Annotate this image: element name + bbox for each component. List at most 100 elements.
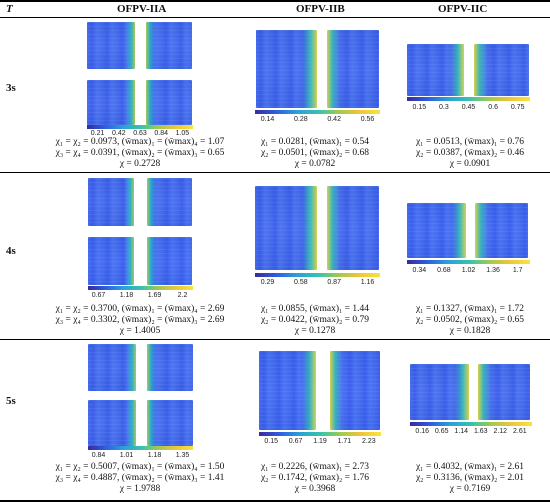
colorbar-tick: 0.42 — [327, 116, 341, 123]
colorbar-tick: 0.84 — [91, 452, 106, 459]
eq-5s-c-1: χ₁ = 0.4032, (w̄max)₁ = 2.61 — [415, 462, 525, 472]
eq-5s-c-2: χ₂ = 0.3136, (w̄max)₂ = 2.01 — [415, 473, 525, 483]
eq-3s-b-1: χ₁ = 0.0281, (w̄max)₁ = 0.54 — [260, 137, 370, 147]
ticks-4s-b: 0.29 0.58 0.87 1.16 — [255, 279, 380, 288]
eq-4s-b-3: χ = 0.1278 — [294, 326, 336, 336]
colorbar-tick: 1.05 — [175, 130, 190, 137]
colorbar-tick: 1.02 — [461, 267, 476, 274]
ticks-3s-c: 0.15 0.3 0.45 0.6 0.75 — [407, 104, 530, 113]
eq-3s-a-2: χ₃ = χ₄ = 0.0391, (w̄max)₂ = (w̄max)₃ = … — [55, 148, 225, 158]
row-label-5s: 5s — [6, 395, 16, 407]
ticks-3s-b: 0.14 0.28 0.42 0.56 — [255, 116, 380, 125]
colorbar-tick: 0.34 — [412, 267, 427, 274]
eq-5s-b-3: χ = 0.3968 — [294, 484, 336, 494]
ticks-5s-c: 0.16 0.65 1.14 1.63 2.12 2.61 — [410, 428, 532, 437]
ticks-5s-b: 0.15 0.67 1.19 1.71 2.23 — [259, 438, 381, 447]
colorbar-3s-c — [407, 97, 530, 101]
eq-3s-c-1: χ₁ = 0.0513, (w̄max)₁ = 0.76 — [415, 137, 525, 147]
ticks-4s-a: 0.67 1.18 1.69 2.2 — [88, 292, 193, 301]
colorbar-tick: 0.67 — [288, 438, 303, 445]
colorbar-tick: 0.29 — [260, 279, 275, 286]
colorbar-4s-b — [255, 273, 380, 277]
colorbar-tick: 0.58 — [294, 279, 308, 286]
colorbar-tick: 0.63 — [133, 130, 147, 137]
colorbar-tick: 0.42 — [111, 130, 126, 137]
contour-4s-c-1 — [407, 203, 466, 258]
contour-4s-a-2 — [147, 178, 192, 226]
eq-5s-c-3: χ = 0.7169 — [449, 484, 491, 494]
colorbar-tick: 0.28 — [294, 116, 308, 123]
colorbar-tick: 0.15 — [412, 104, 427, 111]
colorbar-tick: 0.3 — [439, 104, 449, 111]
eq-3s-b-3: χ = 0.0782 — [294, 159, 336, 169]
contour-3s-b-1 — [256, 30, 317, 108]
colorbar-5s-c — [410, 422, 532, 426]
eq-4s-c-2: χ₂ = 0.0502, (w̄max)₂ = 0.65 — [415, 315, 525, 325]
header-t: T — [6, 3, 13, 15]
eq-5s-a-1: χ₁ = χ₂ = 0.5007, (w̄max)₁ = (w̄max)₄ = … — [55, 462, 225, 472]
ticks-5s-a: 0.84 1.01 1.18 1.35 — [88, 452, 193, 461]
colorbar-tick: 0.87 — [327, 279, 341, 286]
eq-4s-b-1: χ₁ = 0.0855, (w̄max)₁ = 1.44 — [260, 304, 370, 314]
ticks-3s-a: 0.21 0.42 0.63 0.84 1.05 — [87, 130, 193, 139]
contour-5s-b-2 — [330, 351, 380, 430]
colorbar-5s-b — [259, 432, 381, 436]
contour-5s-a-1 — [88, 344, 136, 391]
colorbar-4s-c — [407, 260, 530, 264]
colorbar-tick: 2.2 — [177, 292, 188, 299]
header-col-a: OFPV-IIA — [117, 3, 167, 15]
eq-5s-a-3: χ = 1.9788 — [119, 484, 161, 494]
contour-4s-a-1 — [88, 178, 134, 226]
contour-3s-b-2 — [327, 30, 379, 108]
contour-4s-a-3 — [88, 237, 134, 285]
contour-4s-a-4 — [147, 237, 192, 285]
colorbar-tick: 1.35 — [175, 452, 190, 459]
row-label-4s: 4s — [6, 245, 16, 257]
contour-3s-a-2 — [146, 22, 192, 69]
contour-4s-b-1 — [255, 186, 317, 270]
colorbar-tick: 0.21 — [90, 130, 105, 137]
row-rule-1 — [0, 172, 550, 173]
colorbar-3s-b — [255, 110, 380, 114]
colorbar-tick: 2.12 — [493, 428, 508, 435]
eq-4s-a-1: χ₁ = χ₂ = 0.3700, (w̄max)₁ = (w̄max)₄ = … — [55, 304, 225, 314]
colorbar-tick: 0.68 — [437, 267, 451, 274]
colorbar-tick: 1.63 — [473, 428, 488, 435]
eq-4s-a-2: χ₃ = χ₄ = 0.3302, (w̄max)₂ = (w̄max)₃ = … — [55, 315, 225, 325]
eq-5s-b-2: χ₂ = 0.1742, (w̄max)₂ = 1.76 — [260, 473, 370, 483]
colorbar-tick: 1.18 — [147, 452, 162, 459]
row-rule-2 — [0, 339, 550, 340]
top-rule — [0, 0, 550, 2]
colorbar-tick: 0.84 — [154, 130, 168, 137]
contour-5s-a-4 — [147, 400, 193, 446]
eq-4s-c-3: χ = 0.1828 — [449, 326, 491, 336]
eq-3s-c-2: χ₂ = 0.0387, (w̄max)₂ = 0.46 — [415, 148, 525, 158]
colorbar-4s-a — [88, 286, 193, 290]
colorbar-tick: 2.61 — [512, 428, 527, 435]
colorbar-tick: 1.16 — [360, 279, 375, 286]
header-col-b: OFPV-IIB — [296, 3, 345, 15]
colorbar-tick: 0.15 — [264, 438, 278, 445]
colorbar-tick: 1.19 — [313, 438, 327, 445]
colorbar-tick: 1.69 — [147, 292, 162, 299]
colorbar-tick: 0.67 — [91, 292, 106, 299]
contour-3s-a-3 — [87, 80, 135, 125]
contour-5s-c-1 — [410, 364, 469, 420]
colorbar-tick: 0.16 — [415, 428, 429, 435]
colorbar-tick: 0.14 — [260, 116, 275, 123]
colorbar-tick: 0.45 — [461, 104, 476, 111]
contour-3s-a-4 — [146, 80, 192, 125]
colorbar-tick: 0.6 — [488, 104, 498, 111]
contour-4s-c-2 — [475, 203, 528, 258]
bottom-rule — [0, 500, 550, 502]
eq-4s-b-2: χ₂ = 0.0422, (w̄max)₂ = 0.79 — [260, 315, 370, 325]
header-col-c: OFPV-IIC — [438, 3, 488, 15]
colorbar-5s-a — [88, 446, 193, 450]
header-rule — [0, 17, 550, 18]
row-label-3s: 3s — [6, 82, 16, 94]
ticks-4s-c: 0.34 0.68 1.02 1.36 1.7 — [407, 267, 530, 276]
colorbar-tick: 0.75 — [510, 104, 525, 111]
contour-3s-c-2 — [474, 44, 529, 96]
contour-3s-a-1 — [87, 22, 135, 69]
